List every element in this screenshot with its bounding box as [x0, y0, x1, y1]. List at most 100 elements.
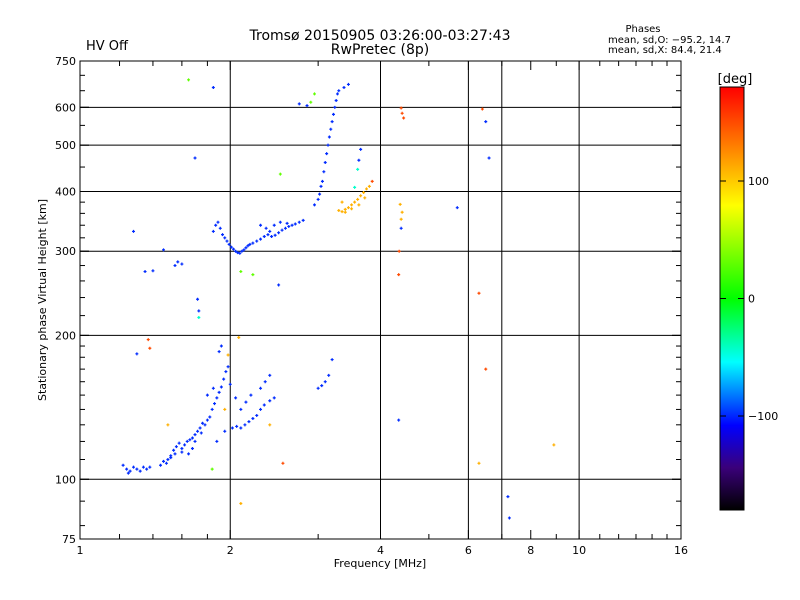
- data-point: [359, 194, 363, 198]
- data-point: [293, 222, 297, 226]
- data-point: [325, 152, 329, 156]
- data-point: [193, 439, 197, 443]
- data-point: [397, 249, 401, 253]
- data-point: [400, 210, 404, 214]
- data-point: [205, 418, 209, 422]
- data-point: [326, 143, 330, 147]
- data-point: [248, 242, 252, 246]
- data-point: [223, 429, 227, 433]
- data-point: [337, 209, 341, 213]
- data-point: [287, 224, 291, 228]
- data-point: [174, 445, 178, 449]
- data-point: [342, 86, 346, 90]
- data-point: [323, 160, 327, 164]
- data-point: [280, 228, 284, 232]
- data-point: [370, 179, 374, 183]
- data-point: [146, 338, 150, 342]
- data-point: [185, 439, 189, 443]
- data-point: [335, 92, 339, 96]
- data-point: [143, 270, 147, 274]
- data-point: [228, 382, 232, 386]
- data-point: [365, 187, 369, 191]
- data-point: [353, 200, 357, 204]
- data-point: [208, 415, 212, 419]
- data-point: [203, 423, 207, 427]
- data-point: [290, 223, 294, 227]
- y-tick-label: 300: [55, 245, 76, 258]
- data-point: [145, 467, 149, 471]
- data-point: [225, 239, 229, 243]
- data-point: [176, 260, 180, 264]
- data-point: [552, 443, 556, 447]
- data-point: [162, 459, 166, 463]
- data-point: [190, 446, 194, 450]
- data-point: [277, 283, 281, 287]
- data-point: [262, 235, 266, 239]
- data-point: [262, 403, 266, 407]
- data-point: [357, 158, 361, 162]
- data-point: [210, 407, 214, 411]
- data-point: [215, 439, 219, 443]
- data-point: [148, 465, 152, 469]
- data-point: [141, 465, 145, 469]
- data-point: [484, 120, 488, 124]
- data-point: [218, 226, 222, 230]
- data-point: [126, 471, 130, 475]
- data-point: [243, 423, 247, 427]
- data-point: [242, 248, 246, 252]
- x-tick-label: 2: [227, 544, 234, 557]
- data-point: [211, 86, 215, 90]
- phases-heading: Phases: [625, 24, 660, 35]
- data-point: [239, 426, 243, 430]
- data-point: [128, 469, 132, 473]
- data-point: [309, 100, 313, 104]
- data-point: [135, 467, 139, 471]
- data-point: [234, 396, 238, 400]
- data-point: [399, 226, 403, 230]
- data-point: [268, 373, 272, 377]
- data-point: [340, 210, 344, 214]
- data-point: [487, 156, 491, 160]
- data-point: [283, 226, 287, 230]
- data-point: [219, 385, 223, 389]
- data-point: [285, 221, 289, 225]
- data-point: [259, 223, 263, 227]
- data-point: [164, 461, 168, 465]
- data-point: [188, 438, 192, 442]
- data-point: [255, 413, 259, 417]
- data-point: [268, 399, 272, 403]
- data-point: [259, 407, 263, 411]
- phases-line-x: mean, sd,X: 84.4, 21.4: [608, 45, 722, 56]
- data-point: [255, 239, 259, 243]
- grid-lines: [80, 61, 681, 539]
- data-point: [506, 495, 510, 499]
- data-point: [297, 102, 301, 106]
- data-point: [226, 365, 230, 369]
- data-point: [263, 380, 267, 384]
- data-point: [268, 423, 272, 427]
- data-point: [224, 370, 228, 374]
- data-point: [399, 217, 403, 221]
- data-point: [480, 107, 484, 111]
- data-point: [239, 270, 243, 274]
- data-point: [323, 380, 327, 384]
- data-point: [356, 167, 360, 171]
- data-point: [121, 463, 125, 467]
- hv-status-label: HV Off: [86, 39, 129, 54]
- y-axis-label: Stationary phase Virtual Height [km]: [36, 199, 49, 401]
- data-point: [350, 203, 354, 207]
- data-point: [259, 386, 263, 390]
- data-point: [201, 421, 205, 425]
- data-point: [264, 226, 268, 230]
- data-point: [217, 390, 221, 394]
- data-point: [219, 344, 223, 348]
- colorbar-tick-label: 100: [748, 175, 769, 188]
- data-point: [217, 350, 221, 354]
- data-point: [281, 461, 285, 465]
- data-point: [507, 516, 511, 520]
- data-point: [477, 461, 481, 465]
- data-point: [278, 172, 282, 176]
- x-tick-label: 16: [674, 544, 688, 557]
- data-point: [244, 400, 248, 404]
